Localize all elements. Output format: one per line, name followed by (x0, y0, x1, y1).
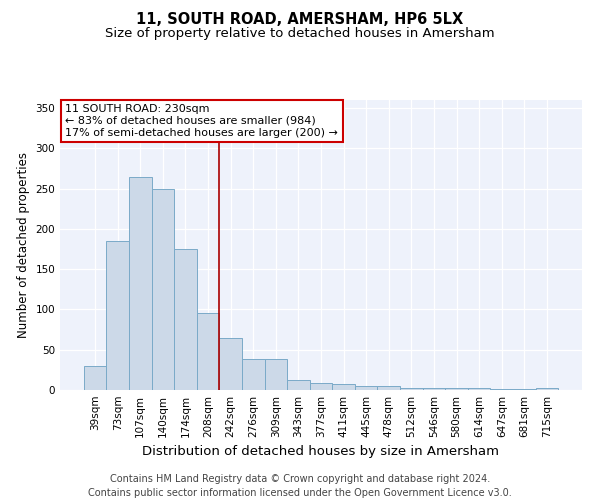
Bar (287, 380, 310, 390)
Text: 11, SOUTH ROAD, AMERSHAM, HP6 5LX: 11, SOUTH ROAD, AMERSHAM, HP6 5LX (136, 12, 464, 28)
Bar (332, 384, 355, 390)
Bar (152, 188, 174, 390)
Text: Size of property relative to detached houses in Amersham: Size of property relative to detached ho… (105, 28, 495, 40)
X-axis label: Distribution of detached houses by size in Amersham: Distribution of detached houses by size … (143, 446, 499, 458)
Bar (422, 388, 445, 390)
Bar (174, 249, 197, 390)
Bar (536, 388, 558, 390)
Text: 11 SOUTH ROAD: 230sqm
← 83% of detached houses are smaller (984)
17% of semi-det: 11 SOUTH ROAD: 230sqm ← 83% of detached … (65, 104, 338, 138)
Bar (513, 389, 536, 390)
Bar (197, 314, 220, 390)
Bar (242, 360, 265, 390)
Bar (355, 386, 377, 390)
Bar (129, 176, 152, 390)
Bar (265, 360, 287, 390)
Text: Contains HM Land Registry data © Crown copyright and database right 2024.
Contai: Contains HM Land Registry data © Crown c… (88, 474, 512, 498)
Bar (310, 383, 332, 390)
Bar (220, 338, 242, 390)
Bar (445, 388, 468, 390)
Bar (468, 388, 490, 390)
Bar (106, 241, 129, 390)
Y-axis label: Number of detached properties: Number of detached properties (17, 152, 30, 338)
Bar (377, 386, 400, 390)
Bar (400, 388, 422, 390)
Bar (84, 366, 106, 390)
Bar (490, 389, 513, 390)
